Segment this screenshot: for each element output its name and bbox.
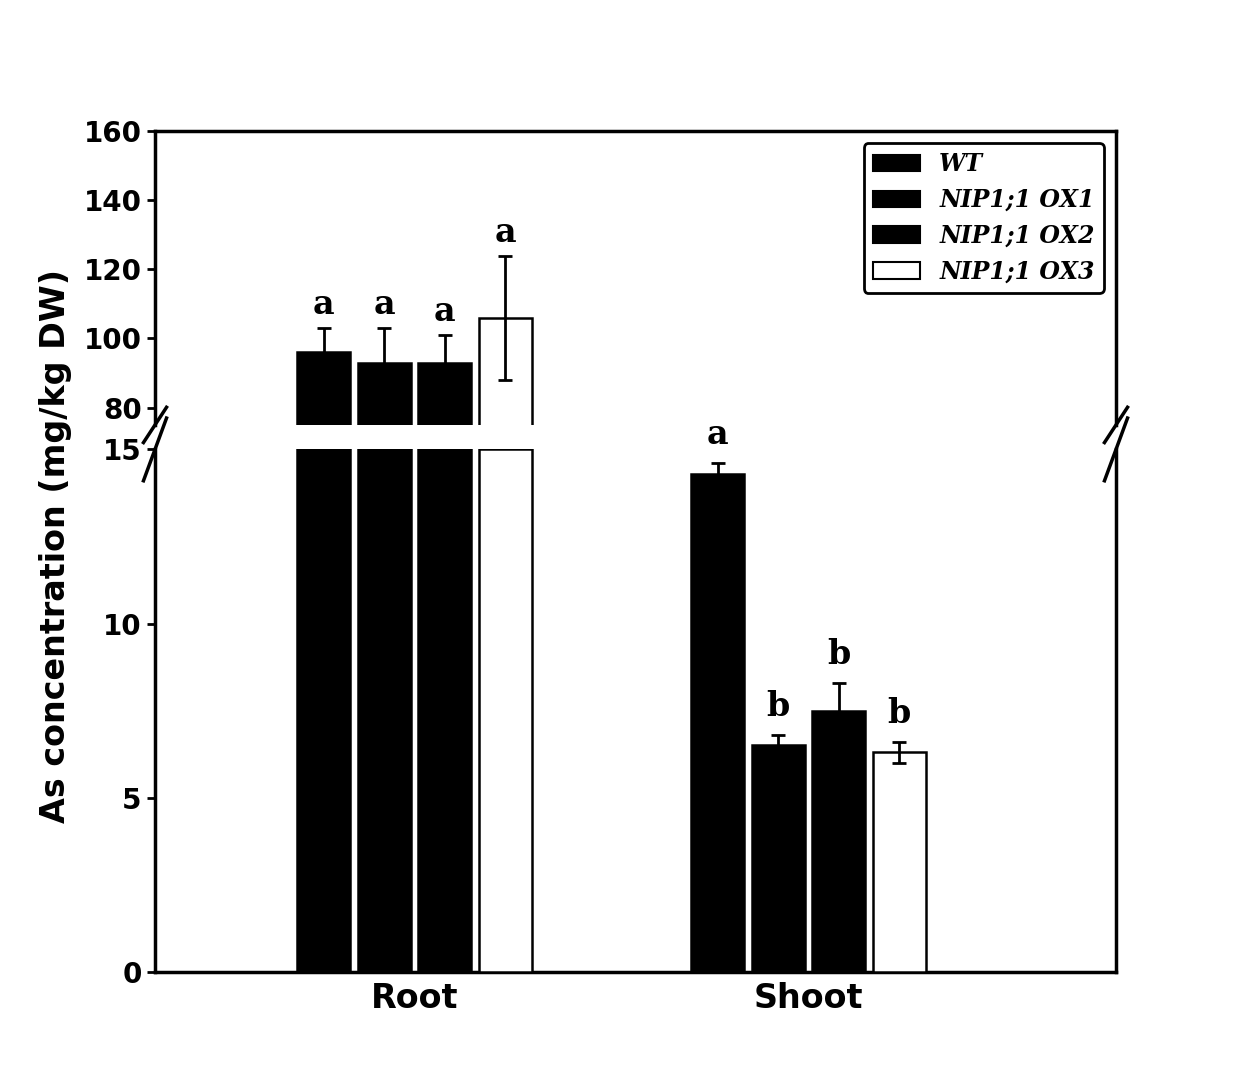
Bar — [418, 363, 471, 685]
Bar — [873, 752, 926, 972]
Bar — [691, 474, 744, 972]
Bar — [751, 746, 805, 972]
Text: b: b — [888, 697, 911, 729]
Text: a: a — [373, 288, 396, 321]
Text: b: b — [827, 638, 851, 670]
Bar — [479, 318, 532, 685]
Bar — [298, 353, 350, 685]
Bar — [479, 450, 532, 972]
Legend: WT, NIP1;1 OX1, NIP1;1 OX2, NIP1;1 OX3: WT, NIP1;1 OX1, NIP1;1 OX2, NIP1;1 OX3 — [864, 143, 1104, 293]
Bar — [298, 450, 350, 972]
Text: a: a — [707, 418, 728, 451]
Bar — [418, 450, 471, 972]
Bar — [812, 711, 866, 972]
Text: a: a — [312, 288, 335, 321]
Bar — [358, 363, 410, 685]
Bar — [358, 450, 410, 972]
Text: a: a — [434, 295, 455, 328]
Text: a: a — [495, 215, 516, 249]
Text: As concentration (mg/kg DW): As concentration (mg/kg DW) — [40, 269, 72, 823]
Text: b: b — [766, 690, 790, 723]
